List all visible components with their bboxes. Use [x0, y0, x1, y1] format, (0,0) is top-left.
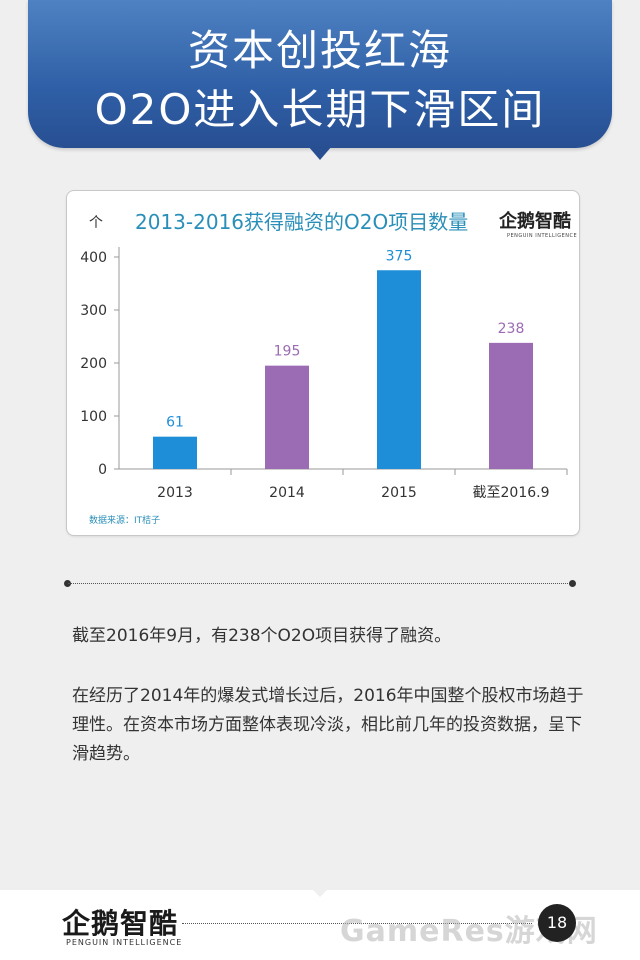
y-tick-label: 100: [80, 409, 107, 425]
bar-value-label: 195: [274, 344, 301, 360]
divider-dot-left: [64, 580, 71, 587]
y-tick-label: 400: [80, 250, 107, 266]
bar-value-label: 375: [386, 248, 413, 264]
header-pointer: [308, 146, 332, 160]
divider-line: [68, 583, 572, 584]
x-tick-label: 2015: [381, 485, 417, 501]
section-divider: [64, 580, 576, 588]
bar: [265, 365, 309, 469]
y-tick-label: 300: [80, 303, 107, 319]
footer-divider: [182, 923, 532, 924]
header-banner: [28, 0, 612, 148]
chart-source-note: 数据来源：IT桔子: [89, 514, 160, 526]
chart-logo-subtitle: PENGUIN INTELLIGENCE: [507, 233, 577, 239]
bar: [153, 436, 197, 469]
body-paragraph-2: 在经历了2014年的爆发式增长过后，2016年中国整个股权市场趋于理性。在资本市…: [72, 686, 584, 764]
chart-logo: 企鹅智酷: [498, 210, 571, 232]
bar-value-label: 238: [498, 321, 525, 337]
x-tick-label: 2013: [157, 485, 193, 501]
x-tick-label: 2014: [269, 485, 305, 501]
footer-logo-subtitle: PENGUIN INTELLIGENCE: [66, 938, 183, 947]
page-title-line-2: O2O进入长期下滑区间: [94, 85, 546, 134]
bar: [377, 270, 421, 469]
bar: [489, 342, 533, 469]
y-tick-label: 0: [98, 462, 107, 478]
chart-card: 2013-2016获得融资的O2O项目数量 个 企鹅智酷 PENGUIN INTELL…: [66, 190, 580, 536]
body-paragraph-1: 截至2016年9月，有238个O2O项目获得了融资。: [72, 626, 452, 646]
page-title-line-1: 资本创投红海: [187, 26, 452, 75]
y-axis-unit: 个: [89, 215, 103, 231]
chart-title: 2013-2016获得融资的O2O项目数量: [135, 210, 468, 234]
page-number-badge: 18: [538, 904, 576, 942]
footer-pointer: [312, 889, 328, 897]
divider-dot-right: [569, 580, 576, 587]
footer-logo: 企鹅智酷: [62, 907, 179, 940]
x-tick-label: 截至2016.9: [473, 485, 550, 501]
footer: 企鹅智酷 PENGUIN INTELLIGENCE GameRes游戏网 18: [0, 889, 640, 960]
bar-value-label: 61: [166, 415, 184, 431]
y-tick-label: 200: [80, 356, 107, 372]
